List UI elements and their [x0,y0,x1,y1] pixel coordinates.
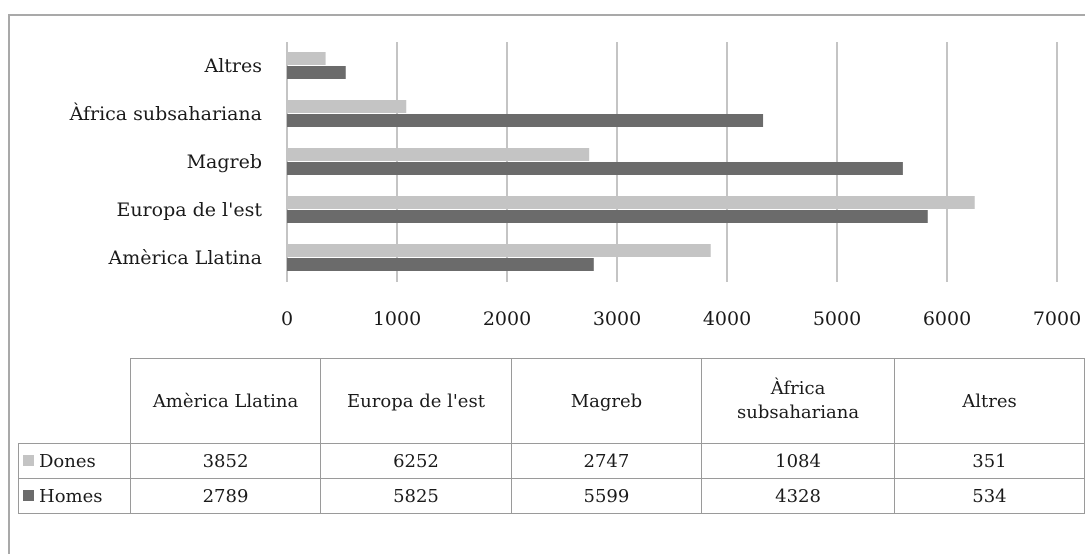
bar-homes [287,162,903,175]
x-tick-label: 7000 [1033,308,1081,330]
table-header-cell: Magreb [510,358,703,444]
series-label-cell: Homes [18,478,131,514]
table-cell: 2747 [510,443,703,479]
table-row: Dones 3852 6252 2747 1084 351 [18,443,1085,479]
bar-homes [287,258,594,271]
table-cell: 1084 [701,443,895,479]
bar-dones [287,100,407,113]
bar-homes [287,210,928,223]
table-header-cell: Altres [893,358,1085,444]
x-tick-label: 3000 [593,308,641,330]
legend-swatch-homes [23,489,34,501]
data-table: Amèrica Llatina Europa de l'est Magreb À… [18,358,1085,514]
x-tick-label: 6000 [923,308,971,330]
category-label: Altres [203,55,262,77]
category-label: Magreb [187,151,262,173]
x-tick-label: 0 [281,308,293,330]
x-tick-label: 2000 [483,308,531,330]
table-cell: 534 [893,478,1085,514]
bar-dones [287,148,590,161]
table-cell: 5599 [510,478,703,514]
x-tick-label: 4000 [703,308,751,330]
bar-dones [287,52,326,65]
table-cell: 6252 [320,443,512,479]
table-header-row: Amèrica Llatina Europa de l'est Magreb À… [18,358,1085,444]
legend-swatch-dones [23,454,34,466]
table-row: Homes 2789 5825 5599 4328 534 [18,478,1085,514]
table-cell: 5825 [320,478,512,514]
series-label: Homes [39,485,103,507]
bar-homes [287,66,346,79]
category-label: Amèrica Llatina [108,247,262,269]
category-label: Europa de l'est [116,199,262,221]
table-header-cell: Europa de l'est [320,358,512,444]
table-cell: 3852 [129,443,322,479]
table-cell: 4328 [701,478,895,514]
x-tick-label: 5000 [813,308,861,330]
table-header-cell: Àfrica subsahariana [701,358,895,444]
table-cell: 351 [893,443,1085,479]
category-label: Àfrica subsahariana [69,102,262,125]
x-tick-label: 1000 [373,308,421,330]
series-label-cell: Dones [18,443,131,479]
table-cell: 2789 [129,478,322,514]
bar-dones [287,244,711,257]
bar-homes [287,114,764,127]
series-label: Dones [39,450,96,472]
bar-chart: 0 1000 2000 3000 4000 5000 6000 7000 Amèrica Lla… [69,42,1081,330]
table-corner-cell [18,358,131,444]
chart-frame [8,14,1085,554]
table-header-cell: Amèrica Llatina [129,358,322,444]
bar-dones [287,196,975,209]
